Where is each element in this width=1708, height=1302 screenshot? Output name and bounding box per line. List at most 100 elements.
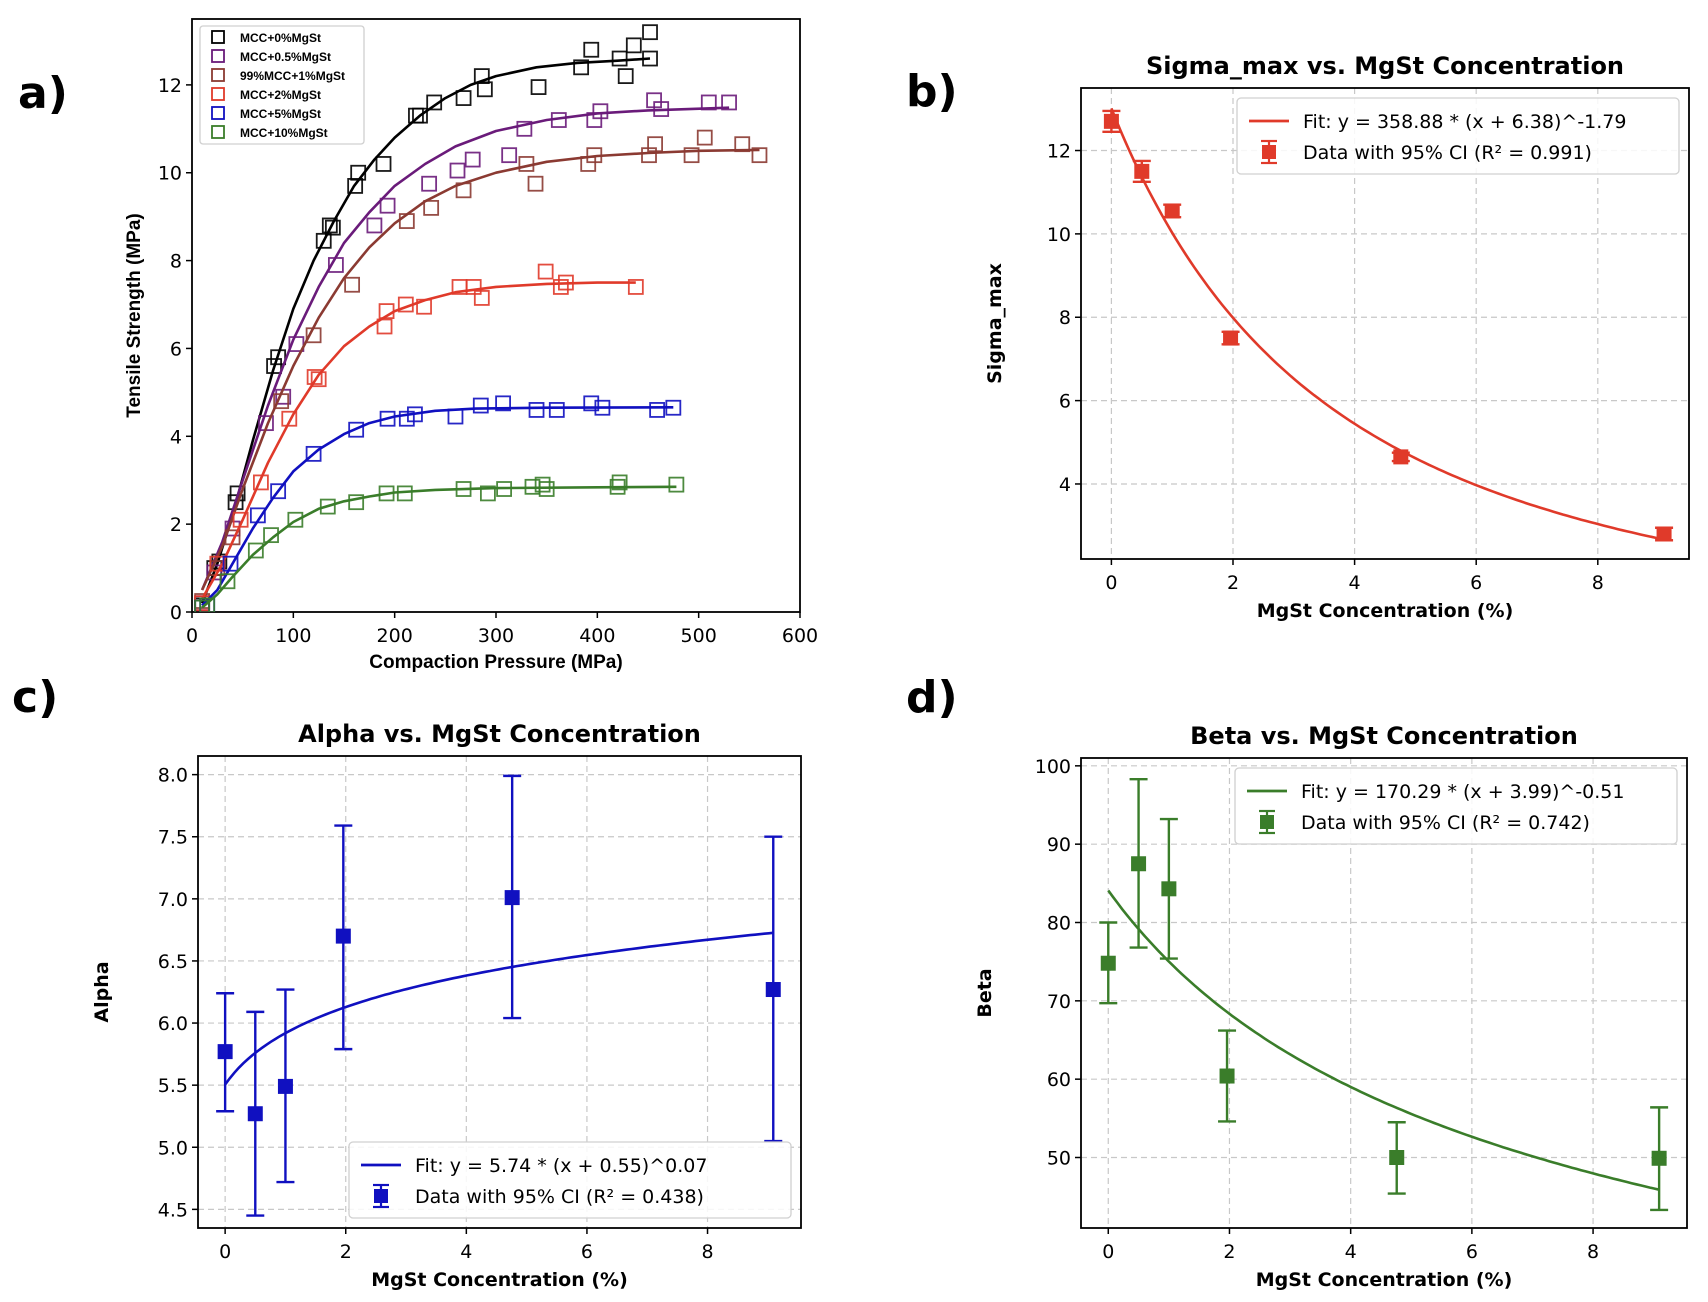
panel-d-beta-chart: 0 2 4 6 8 50 60 70 80 90 100 MgSt Concentration (%)…: [974, 722, 1688, 1291]
data-point: [479, 485, 496, 502]
data-marker: [1131, 856, 1147, 872]
data-marker: [1164, 203, 1180, 219]
data-point: [344, 276, 361, 293]
plot-frame: [1080, 757, 1688, 1229]
y-axis-label: Tensile Strength (MPa): [124, 213, 145, 417]
data-point: [586, 147, 603, 164]
data-point: [199, 597, 216, 612]
y-axis-label: Beta: [974, 968, 996, 1017]
x-tick-label: 600: [782, 625, 818, 647]
data-point: [751, 147, 768, 164]
y-tick-label: 7.0: [158, 889, 188, 911]
fit-curve: [200, 281, 636, 600]
y-tick-label: 2: [170, 514, 182, 536]
y-tick-label: 6: [170, 338, 182, 360]
chart-title: Alpha vs. MgSt Concentration: [298, 720, 701, 748]
series-mcc-5-mgst: [194, 395, 682, 612]
legend: Fit: y = 358.88 * (x + 6.38)^-1.79 Data w…: [1236, 97, 1680, 175]
legend-marker: [211, 87, 225, 101]
data-point: [734, 136, 751, 153]
data-point: [611, 50, 628, 67]
data-point: [287, 511, 304, 528]
legend-label: MCC+0%MgSt: [240, 31, 321, 45]
data-point: [455, 90, 472, 106]
x-tick-label: 6: [1470, 572, 1482, 594]
y-tick-label: 50: [1047, 1148, 1071, 1170]
legend-label: MCC+10%MgSt: [240, 126, 328, 140]
y-tick-label: 6.0: [158, 1013, 188, 1035]
data-point: [455, 182, 472, 199]
data-point: [315, 232, 332, 249]
y-tick-label: 70: [1047, 991, 1071, 1013]
data-point: [696, 129, 713, 146]
data-point: [527, 175, 544, 192]
data-point: [305, 445, 322, 462]
y-tick-label: 7.5: [158, 827, 188, 849]
data-point: [583, 395, 600, 412]
data-point: [642, 24, 658, 41]
data-point: [396, 485, 413, 502]
data-point: [348, 421, 365, 438]
fit-curve: [1107, 889, 1660, 1191]
data-point-with-ci: [1655, 526, 1674, 542]
y-tick-label: 10: [1047, 224, 1071, 246]
y-tick-label: 10: [158, 163, 182, 185]
data-point: [222, 555, 239, 572]
data-marker: [247, 1106, 263, 1122]
data-point: [649, 402, 666, 418]
fit-curve: [1110, 107, 1665, 541]
x-tick-label: 6: [581, 1241, 593, 1263]
data-marker: [1656, 526, 1672, 542]
y-tick-label: 0: [170, 602, 182, 624]
data-marker: [1100, 955, 1116, 971]
data-point: [412, 107, 428, 124]
data-point-with-ci: [1159, 817, 1178, 960]
legend-label: MCC+0.5%MgSt: [240, 50, 331, 64]
legend: Fit: y = 5.74 * (x + 0.55)^0.07 Data with…: [348, 1141, 792, 1219]
data-point: [611, 474, 628, 491]
data-point: [580, 156, 597, 172]
data-point-with-ci: [1218, 1029, 1237, 1123]
data-point-with-ci: [503, 774, 522, 1020]
data-point: [270, 483, 287, 500]
data-point-with-ci: [216, 992, 235, 1113]
data-point: [464, 151, 481, 168]
data-point: [327, 257, 344, 273]
data-marker: [504, 890, 520, 906]
legend-marker: [1262, 145, 1276, 159]
data-point: [310, 371, 327, 388]
data-point: [592, 103, 609, 120]
legend-marker: [211, 49, 225, 63]
plot-frame: [197, 755, 802, 1229]
data-point: [530, 79, 547, 95]
legend: MCC+0%MgSt MCC+0.5%MgSt 99%MCC+1%MgSt MCC+2…: [199, 25, 365, 145]
fit-curve: [201, 485, 677, 609]
data-point-with-ci: [1221, 330, 1240, 346]
panel-label-d: d): [906, 672, 958, 723]
legend-data-label: Data with 95% CI (R² = 0.991): [1303, 142, 1592, 164]
data-point: [324, 219, 341, 236]
data-point-with-ci: [764, 835, 783, 1143]
series-mcc-0-mgst: [194, 24, 658, 612]
data-point: [721, 94, 737, 111]
y-tick-label: 8: [170, 251, 182, 273]
data-point: [423, 199, 440, 216]
x-tick-label: 200: [377, 625, 413, 647]
data-point: [273, 393, 290, 410]
data-point: [378, 485, 395, 502]
y-tick-label: 8: [1059, 307, 1071, 329]
data-point: [625, 37, 642, 54]
data-point: [642, 50, 658, 67]
data-point: [398, 410, 415, 427]
data-marker: [765, 982, 781, 998]
data-point: [558, 274, 574, 291]
series-mcc-0-5-mgst: [194, 92, 737, 612]
y-axis-label: Sigma_max: [984, 263, 1006, 384]
data-point: [379, 410, 396, 427]
legend-marker: [374, 1189, 388, 1203]
x-tick-label: 2: [1227, 572, 1239, 594]
data-point-with-ci: [1391, 449, 1410, 465]
data-point: [375, 156, 392, 172]
y-tick-label: 5.5: [158, 1075, 188, 1097]
